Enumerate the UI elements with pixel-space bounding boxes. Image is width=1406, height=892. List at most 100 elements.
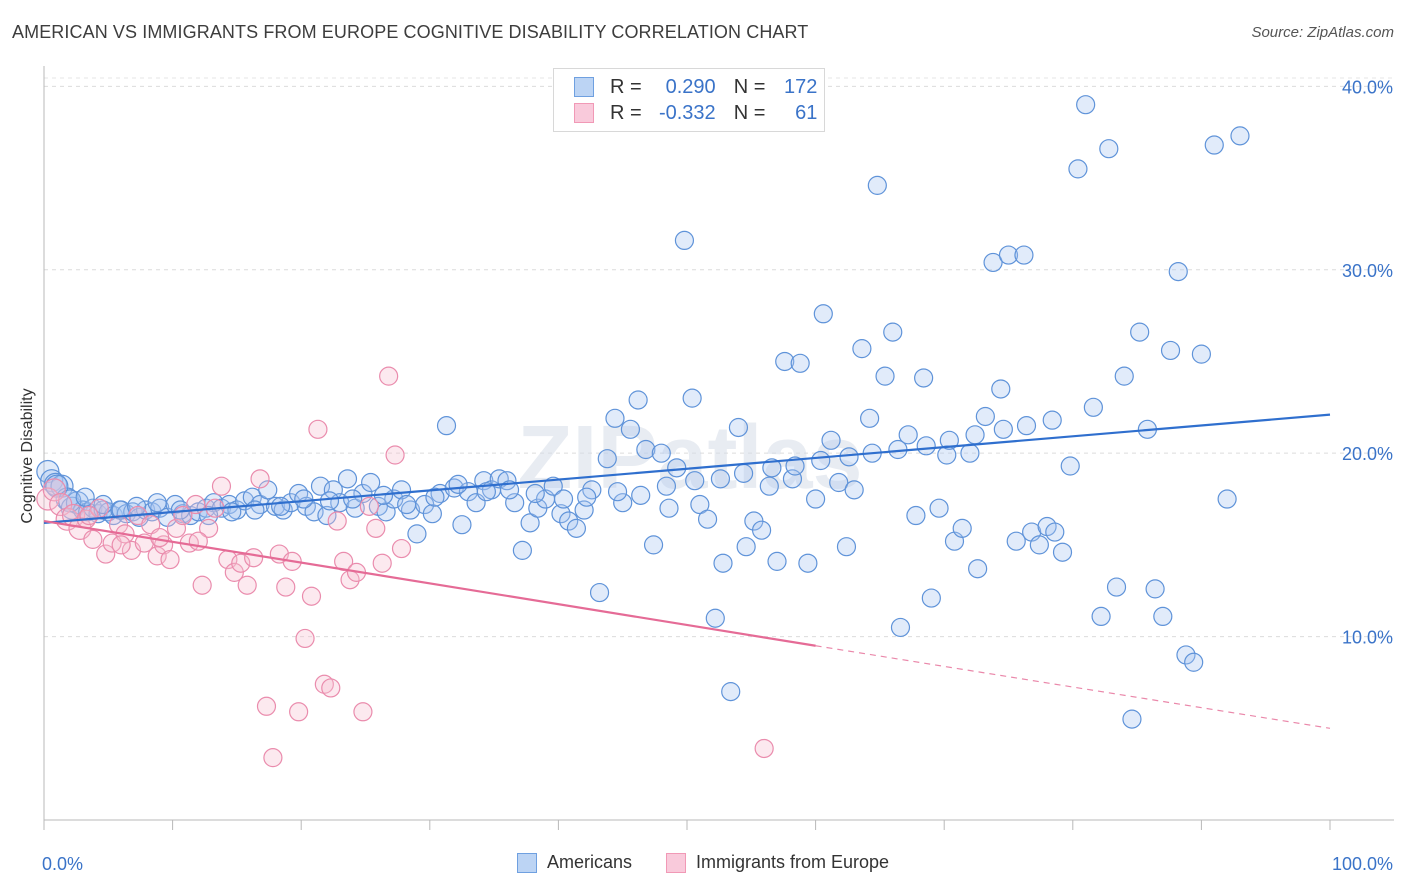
data-point: [667, 458, 687, 478]
data-point: [258, 480, 278, 500]
legend-n-label: N =: [733, 101, 766, 124]
data-point: [93, 494, 113, 515]
data-point: [713, 553, 733, 573]
data-point: [372, 553, 392, 573]
data-point: [192, 575, 212, 595]
data-point: [733, 463, 754, 483]
data-point: [391, 480, 412, 500]
data-point: [721, 682, 741, 702]
data-point: [543, 476, 563, 496]
data-point: [829, 472, 849, 493]
legend-n-value: 61: [795, 101, 818, 124]
data-point: [150, 527, 170, 548]
data-point: [898, 425, 918, 445]
data-point: [308, 419, 328, 439]
data-point: [273, 500, 293, 520]
data-point: [767, 551, 787, 571]
data-point: [705, 608, 725, 628]
data-point: [643, 535, 664, 555]
data-point: [839, 447, 859, 467]
data-point: [301, 586, 322, 606]
data-point: [1191, 344, 1212, 364]
legend-r-value: 0.290: [665, 75, 716, 98]
data-point: [343, 489, 363, 509]
data-point: [813, 304, 833, 324]
data-point: [844, 480, 864, 500]
legend-item-immigrants-from-europe[interactable]: Immigrants from Europe: [665, 852, 890, 873]
legend-n-label: N =: [733, 75, 766, 98]
data-point: [991, 379, 1011, 399]
legend-n-value: 172: [784, 75, 818, 98]
data-point: [476, 482, 496, 502]
data-point: [736, 537, 756, 557]
data-point: [589, 582, 610, 603]
data-point: [1006, 531, 1026, 551]
data-point: [42, 478, 66, 502]
data-point: [605, 408, 625, 428]
data-point: [697, 509, 718, 529]
data-point: [199, 518, 219, 538]
data-point: [75, 487, 95, 507]
data-point: [631, 485, 651, 505]
legend-swatch-americans: [516, 852, 537, 873]
legend-label: Immigrants from Europe: [695, 852, 890, 872]
data-point: [1016, 416, 1037, 436]
data-point: [317, 505, 337, 526]
chart-title: AMERICAN VS IMMIGRANTS FROM EUROPE COGNI…: [12, 22, 809, 42]
data-point: [960, 443, 980, 463]
data-point: [310, 476, 331, 496]
y-tick-label: 40.0%: [1342, 77, 1393, 97]
data-point: [1014, 245, 1034, 265]
legend-swatch-immigrants: [574, 103, 594, 123]
data-point: [983, 252, 1003, 273]
data-point: [728, 417, 749, 438]
data-point: [359, 496, 379, 516]
data-point: [79, 505, 99, 526]
data-point: [276, 577, 296, 597]
data-point: [1153, 606, 1173, 627]
data-point: [1122, 709, 1142, 729]
data-point: [337, 469, 358, 489]
data-point: [965, 425, 985, 445]
legend-r-label: R =: [610, 101, 642, 124]
data-point: [1145, 579, 1165, 599]
data-point: [559, 511, 579, 531]
data-point: [111, 535, 131, 555]
data-point: [890, 617, 911, 638]
data-point: [1076, 95, 1096, 115]
data-point: [597, 449, 617, 469]
data-point: [1204, 135, 1224, 155]
data-point: [407, 524, 427, 544]
trend-line-immigrants-extension: [815, 645, 1331, 729]
x-tick-label: 100.0%: [1332, 854, 1393, 874]
data-point: [1176, 645, 1196, 665]
data-point: [952, 518, 972, 538]
data-point: [607, 482, 628, 502]
data-point: [1052, 542, 1073, 562]
data-point: [1091, 606, 1111, 627]
legend-swatch-americans: [574, 77, 594, 97]
data-point: [45, 474, 69, 498]
data-point: [295, 628, 315, 649]
data-point: [1029, 535, 1049, 555]
data-point: [751, 520, 772, 540]
data-point: [1217, 489, 1237, 509]
data-point: [353, 702, 373, 722]
data-point: [321, 678, 341, 698]
data-point: [790, 353, 810, 373]
data-point: [422, 504, 442, 524]
data-point: [327, 511, 347, 531]
data-point: [96, 544, 116, 564]
data-point: [821, 430, 841, 450]
legend-r-label: R =: [610, 75, 642, 98]
data-point: [147, 493, 167, 513]
data-point: [805, 489, 826, 509]
legend-swatch-immigrants: [665, 852, 686, 873]
legend-item-americans[interactable]: Americans: [516, 852, 632, 873]
data-point: [656, 476, 677, 496]
data-point: [759, 476, 779, 496]
data-point: [294, 489, 314, 509]
data-point: [682, 388, 702, 408]
data-point: [1130, 322, 1150, 342]
